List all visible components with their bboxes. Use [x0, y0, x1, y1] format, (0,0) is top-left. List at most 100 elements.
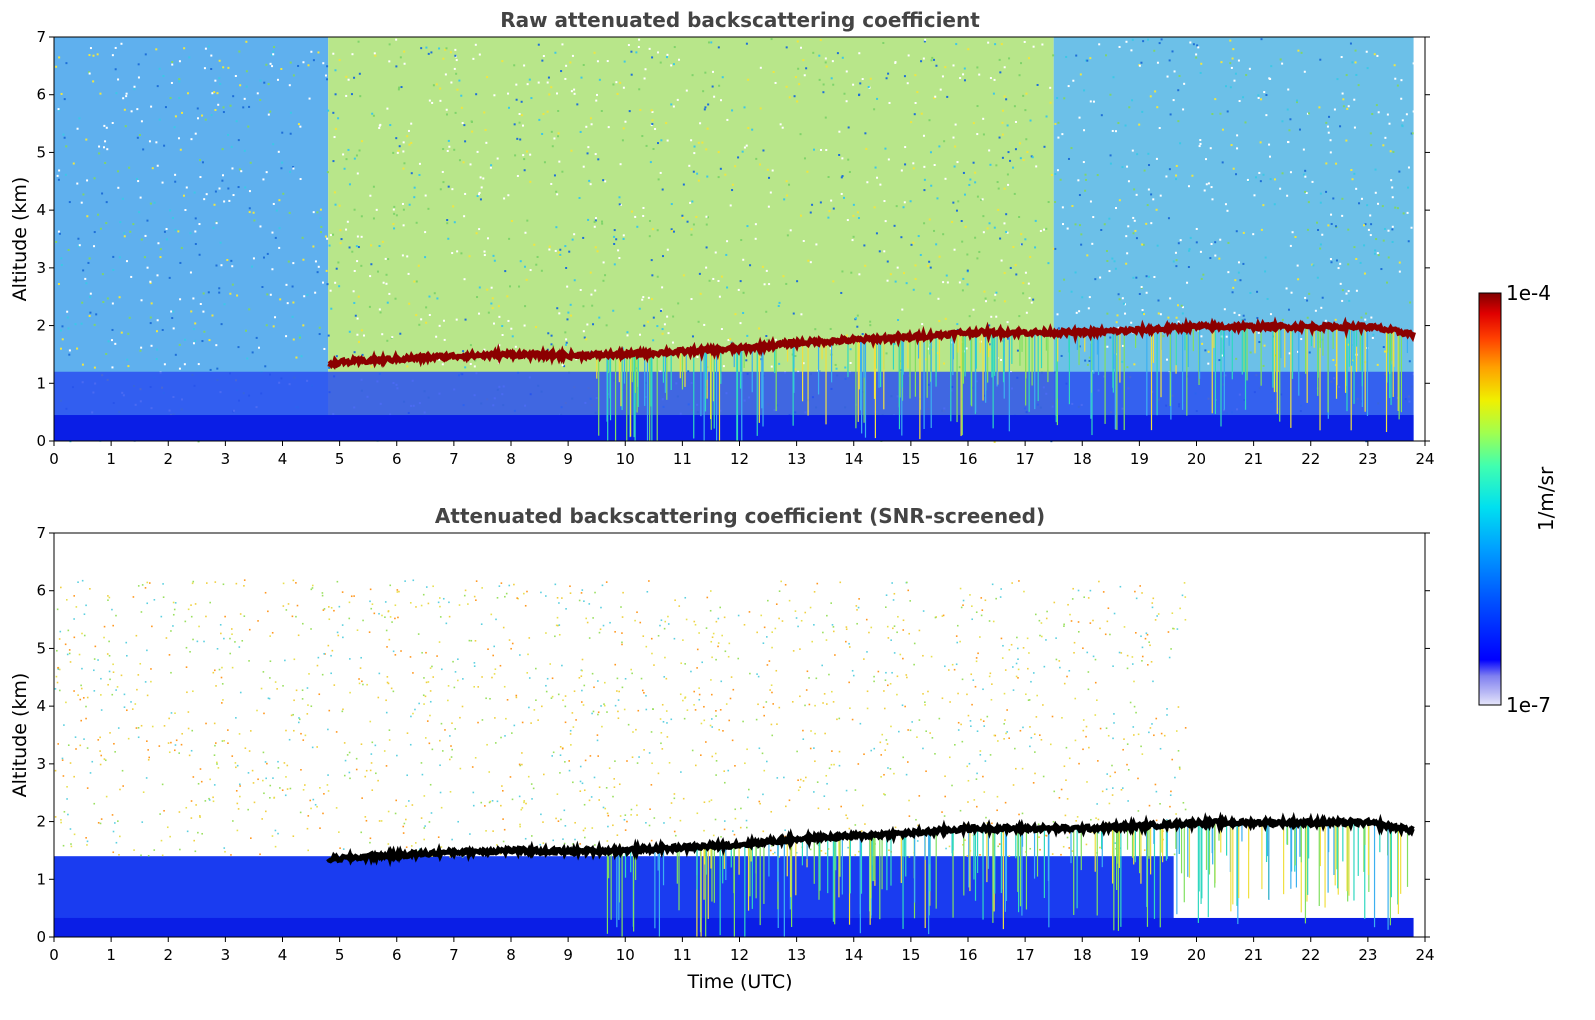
noise-speckle	[486, 237, 489, 240]
noise-speckle	[803, 74, 806, 77]
noise-speckle	[671, 229, 674, 232]
signal-speckle	[147, 854, 150, 857]
signal-speckle	[1003, 692, 1006, 695]
signal-speckle	[515, 694, 518, 697]
noise-speckle	[137, 76, 140, 79]
noise-speckle	[697, 179, 700, 182]
signal-speckle	[951, 663, 954, 666]
signal-speckle	[221, 666, 223, 669]
noise-speckle	[513, 123, 516, 126]
signal-speckle	[519, 764, 522, 767]
noise-speckle	[306, 293, 309, 296]
noise-speckle	[445, 108, 448, 111]
signal-speckle	[397, 616, 399, 619]
noise-speckle	[976, 133, 979, 136]
signal-speckle	[311, 587, 314, 589]
signal-speckle	[1152, 680, 1154, 683]
signal-speckle	[781, 620, 784, 622]
noise-speckle	[1354, 61, 1357, 64]
noise-speckle	[1319, 58, 1322, 61]
signal-speckle	[663, 676, 666, 678]
signal-speckle	[902, 619, 905, 622]
noise-speckle	[328, 366, 331, 369]
signal-speckle	[269, 660, 272, 663]
noise-speckle	[1025, 138, 1028, 141]
signal-speckle	[557, 624, 559, 627]
noise-speckle	[1173, 70, 1176, 73]
noise-speckle	[506, 295, 509, 298]
noise-speckle	[479, 176, 482, 179]
noise-speckle	[156, 164, 159, 167]
signal-speckle	[209, 778, 211, 781]
noise-speckle	[566, 285, 569, 288]
signal-speckle	[709, 724, 712, 727]
signal-speckle	[100, 709, 103, 711]
signal-speckle	[369, 837, 372, 840]
signal-speckle	[838, 764, 841, 767]
signal-speckle	[103, 636, 105, 639]
signal-speckle	[423, 703, 425, 705]
signal-speckle	[551, 695, 554, 698]
noise-speckle	[163, 230, 166, 233]
signal-speckle	[295, 615, 297, 618]
noise-speckle	[186, 92, 189, 95]
noise-speckle	[438, 47, 441, 50]
noise-speckle	[221, 148, 224, 151]
noise-speckle	[118, 256, 121, 259]
noise-speckle	[395, 65, 398, 68]
noise-speckle	[661, 286, 664, 289]
signal-speckle	[327, 774, 329, 776]
noise-speckle	[590, 123, 593, 126]
noise-speckle	[1342, 105, 1345, 108]
signal-speckle	[160, 615, 163, 618]
noise-speckle	[558, 255, 561, 258]
noise-speckle	[1259, 180, 1262, 183]
noise-speckle	[1373, 53, 1376, 56]
signal-speckle	[86, 696, 89, 699]
noise-speckle	[1353, 98, 1356, 101]
noise-speckle	[651, 119, 654, 122]
noise-speckle	[682, 274, 685, 277]
signal-speckle	[845, 814, 847, 817]
noise-speckle	[1262, 204, 1265, 207]
noise-speckle	[327, 334, 330, 337]
signal-speckle	[693, 704, 695, 706]
noise-speckle	[835, 367, 838, 370]
signal-speckle	[423, 795, 426, 797]
noise-speckle	[719, 167, 722, 170]
signal-speckle	[213, 669, 216, 672]
noise-speckle	[1003, 271, 1006, 274]
noise-speckle	[962, 277, 965, 280]
noise-speckle	[435, 83, 438, 86]
noise-speckle	[333, 191, 336, 194]
signal-speckle	[972, 679, 975, 681]
signal-speckle	[723, 781, 726, 784]
signal-speckle	[63, 724, 65, 726]
signal-speckle	[902, 629, 905, 631]
signal-speckle	[1029, 847, 1032, 850]
noise-speckle	[665, 122, 668, 125]
signal-speckle	[231, 755, 234, 757]
signal-speckle	[535, 699, 537, 702]
noise-speckle	[693, 152, 696, 155]
signal-speckle	[295, 689, 298, 692]
noise-speckle	[130, 110, 133, 113]
signal-speckle	[511, 798, 514, 801]
noise-speckle	[1391, 240, 1394, 243]
noise-speckle	[565, 266, 568, 269]
noise-speckle	[472, 57, 475, 60]
signal-speckle	[511, 732, 513, 734]
noise-speckle	[618, 203, 621, 206]
noise-speckle	[565, 341, 568, 344]
noise-speckle	[1028, 57, 1031, 60]
noise-speckle	[56, 174, 59, 177]
signal-speckle	[257, 778, 259, 781]
signal-speckle	[776, 723, 778, 725]
signal-speckle	[1071, 598, 1074, 600]
noise-speckle	[1175, 164, 1178, 167]
signal-speckle	[1061, 717, 1063, 719]
signal-speckle	[1029, 745, 1031, 748]
noise-speckle	[1337, 267, 1340, 270]
noise-speckle	[1022, 94, 1025, 97]
signal-speckle	[355, 757, 358, 760]
